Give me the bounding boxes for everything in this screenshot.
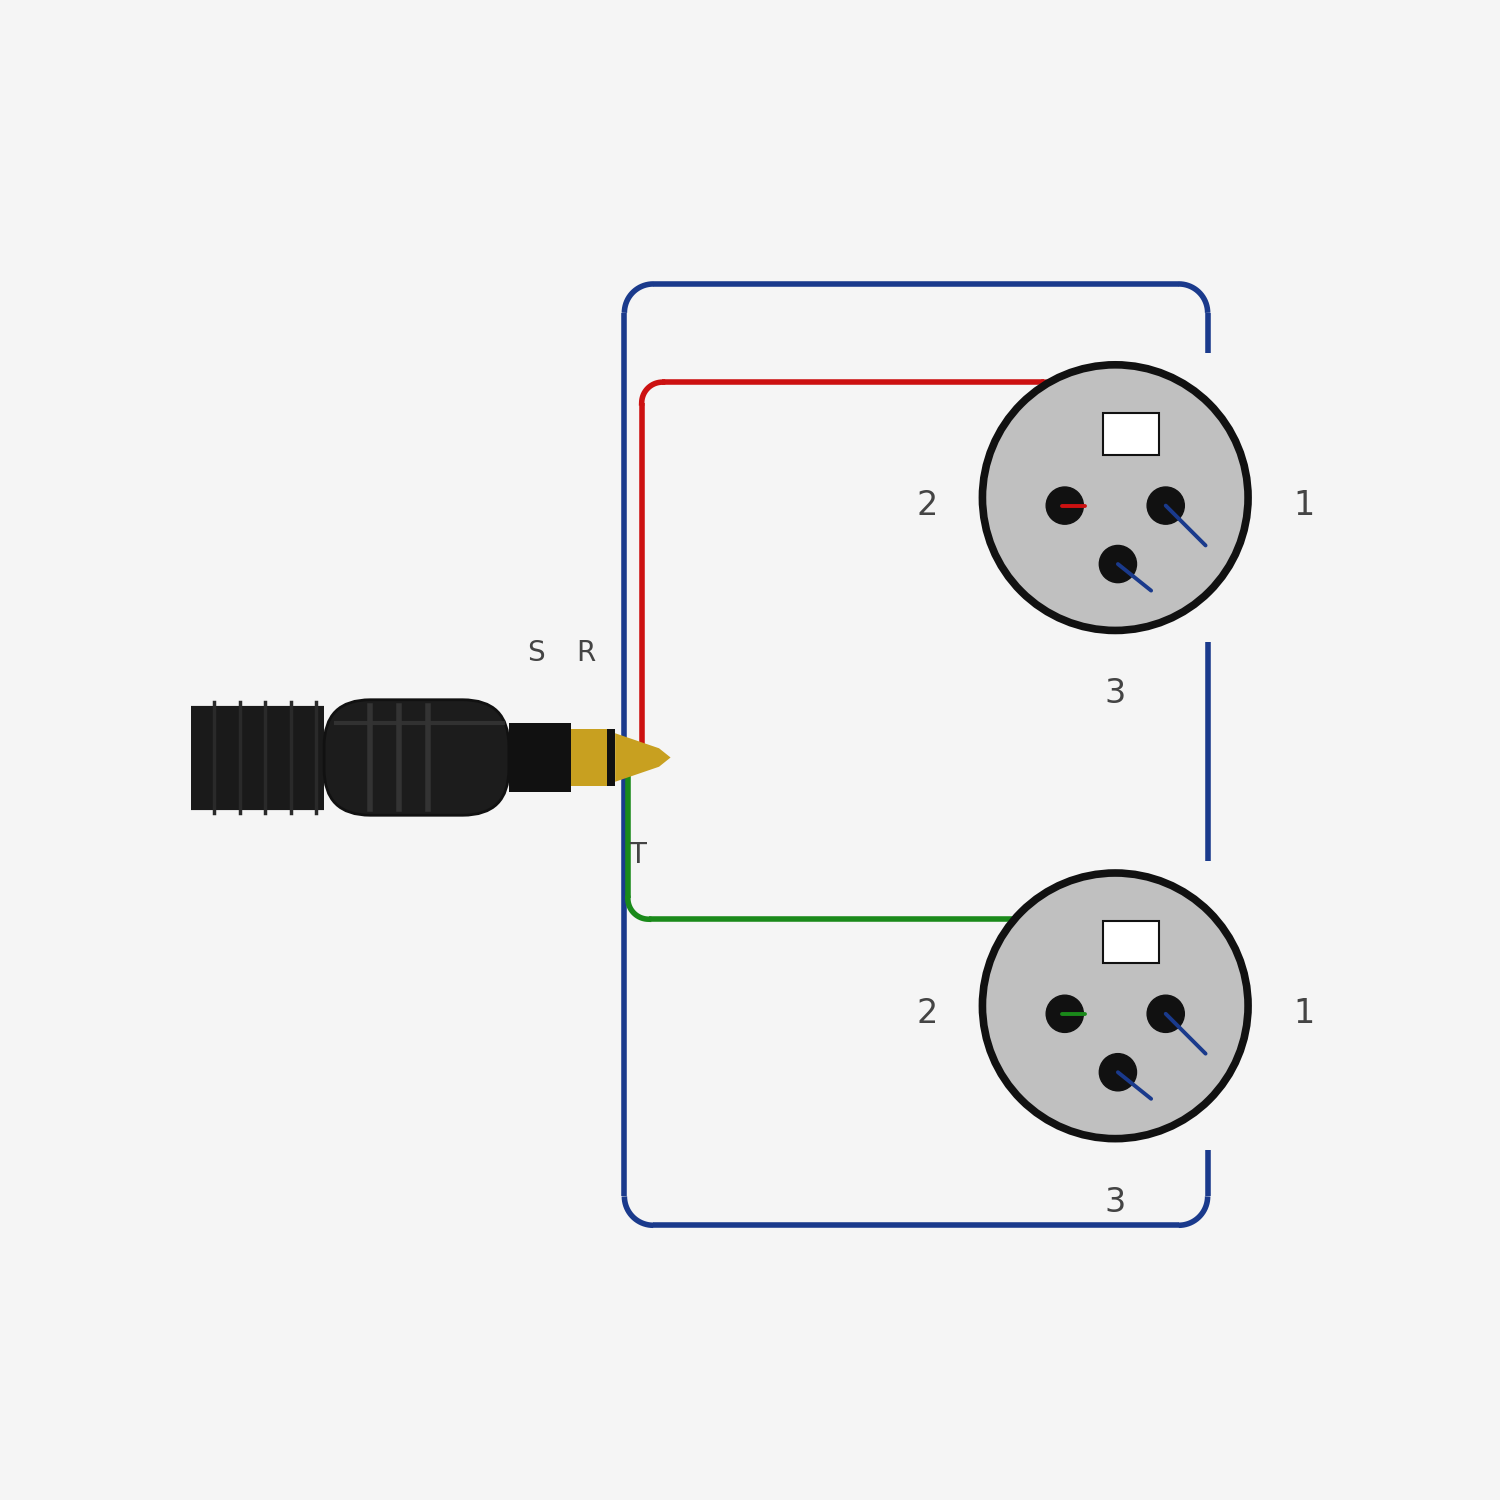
Bar	[1104, 413, 1160, 454]
Text: 1: 1	[1293, 489, 1314, 522]
Text: 2: 2	[916, 998, 938, 1030]
Text: 3: 3	[1104, 1185, 1126, 1218]
Circle shape	[982, 364, 1248, 630]
Text: 2: 2	[916, 489, 938, 522]
Bar	[562, 723, 572, 792]
Circle shape	[1148, 488, 1185, 524]
Circle shape	[1100, 546, 1137, 582]
FancyBboxPatch shape	[324, 699, 508, 816]
Text: 3: 3	[1104, 678, 1126, 711]
Text: R: R	[576, 639, 596, 668]
Circle shape	[982, 873, 1248, 1138]
Circle shape	[1148, 994, 1185, 1032]
Circle shape	[1100, 1053, 1137, 1090]
Circle shape	[1046, 488, 1083, 524]
Bar	[509, 723, 562, 792]
Bar	[572, 729, 608, 786]
Bar	[608, 729, 615, 786]
Polygon shape	[615, 734, 670, 782]
Bar	[1104, 921, 1160, 963]
Text: T: T	[628, 840, 645, 868]
Text: 1: 1	[1293, 998, 1314, 1030]
Text: S: S	[526, 639, 544, 668]
Circle shape	[1046, 994, 1083, 1032]
